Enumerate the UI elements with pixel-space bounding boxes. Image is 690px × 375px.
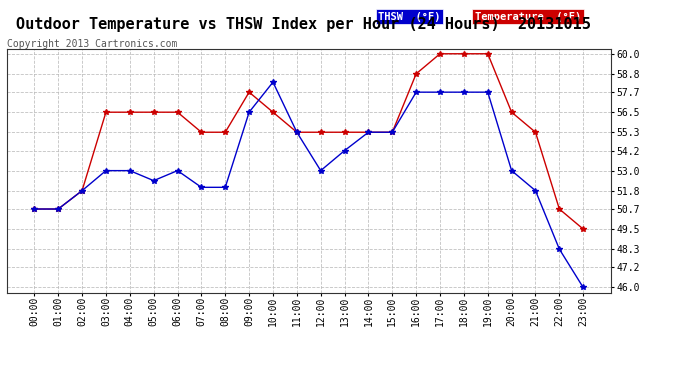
Text: Copyright 2013 Cartronics.com: Copyright 2013 Cartronics.com — [7, 39, 177, 50]
Text: THSW  (°F): THSW (°F) — [378, 12, 441, 21]
Text: Outdoor Temperature vs THSW Index per Hour (24 Hours)  20131015: Outdoor Temperature vs THSW Index per Ho… — [16, 17, 591, 32]
Text: Temperature  (°F): Temperature (°F) — [475, 12, 581, 21]
